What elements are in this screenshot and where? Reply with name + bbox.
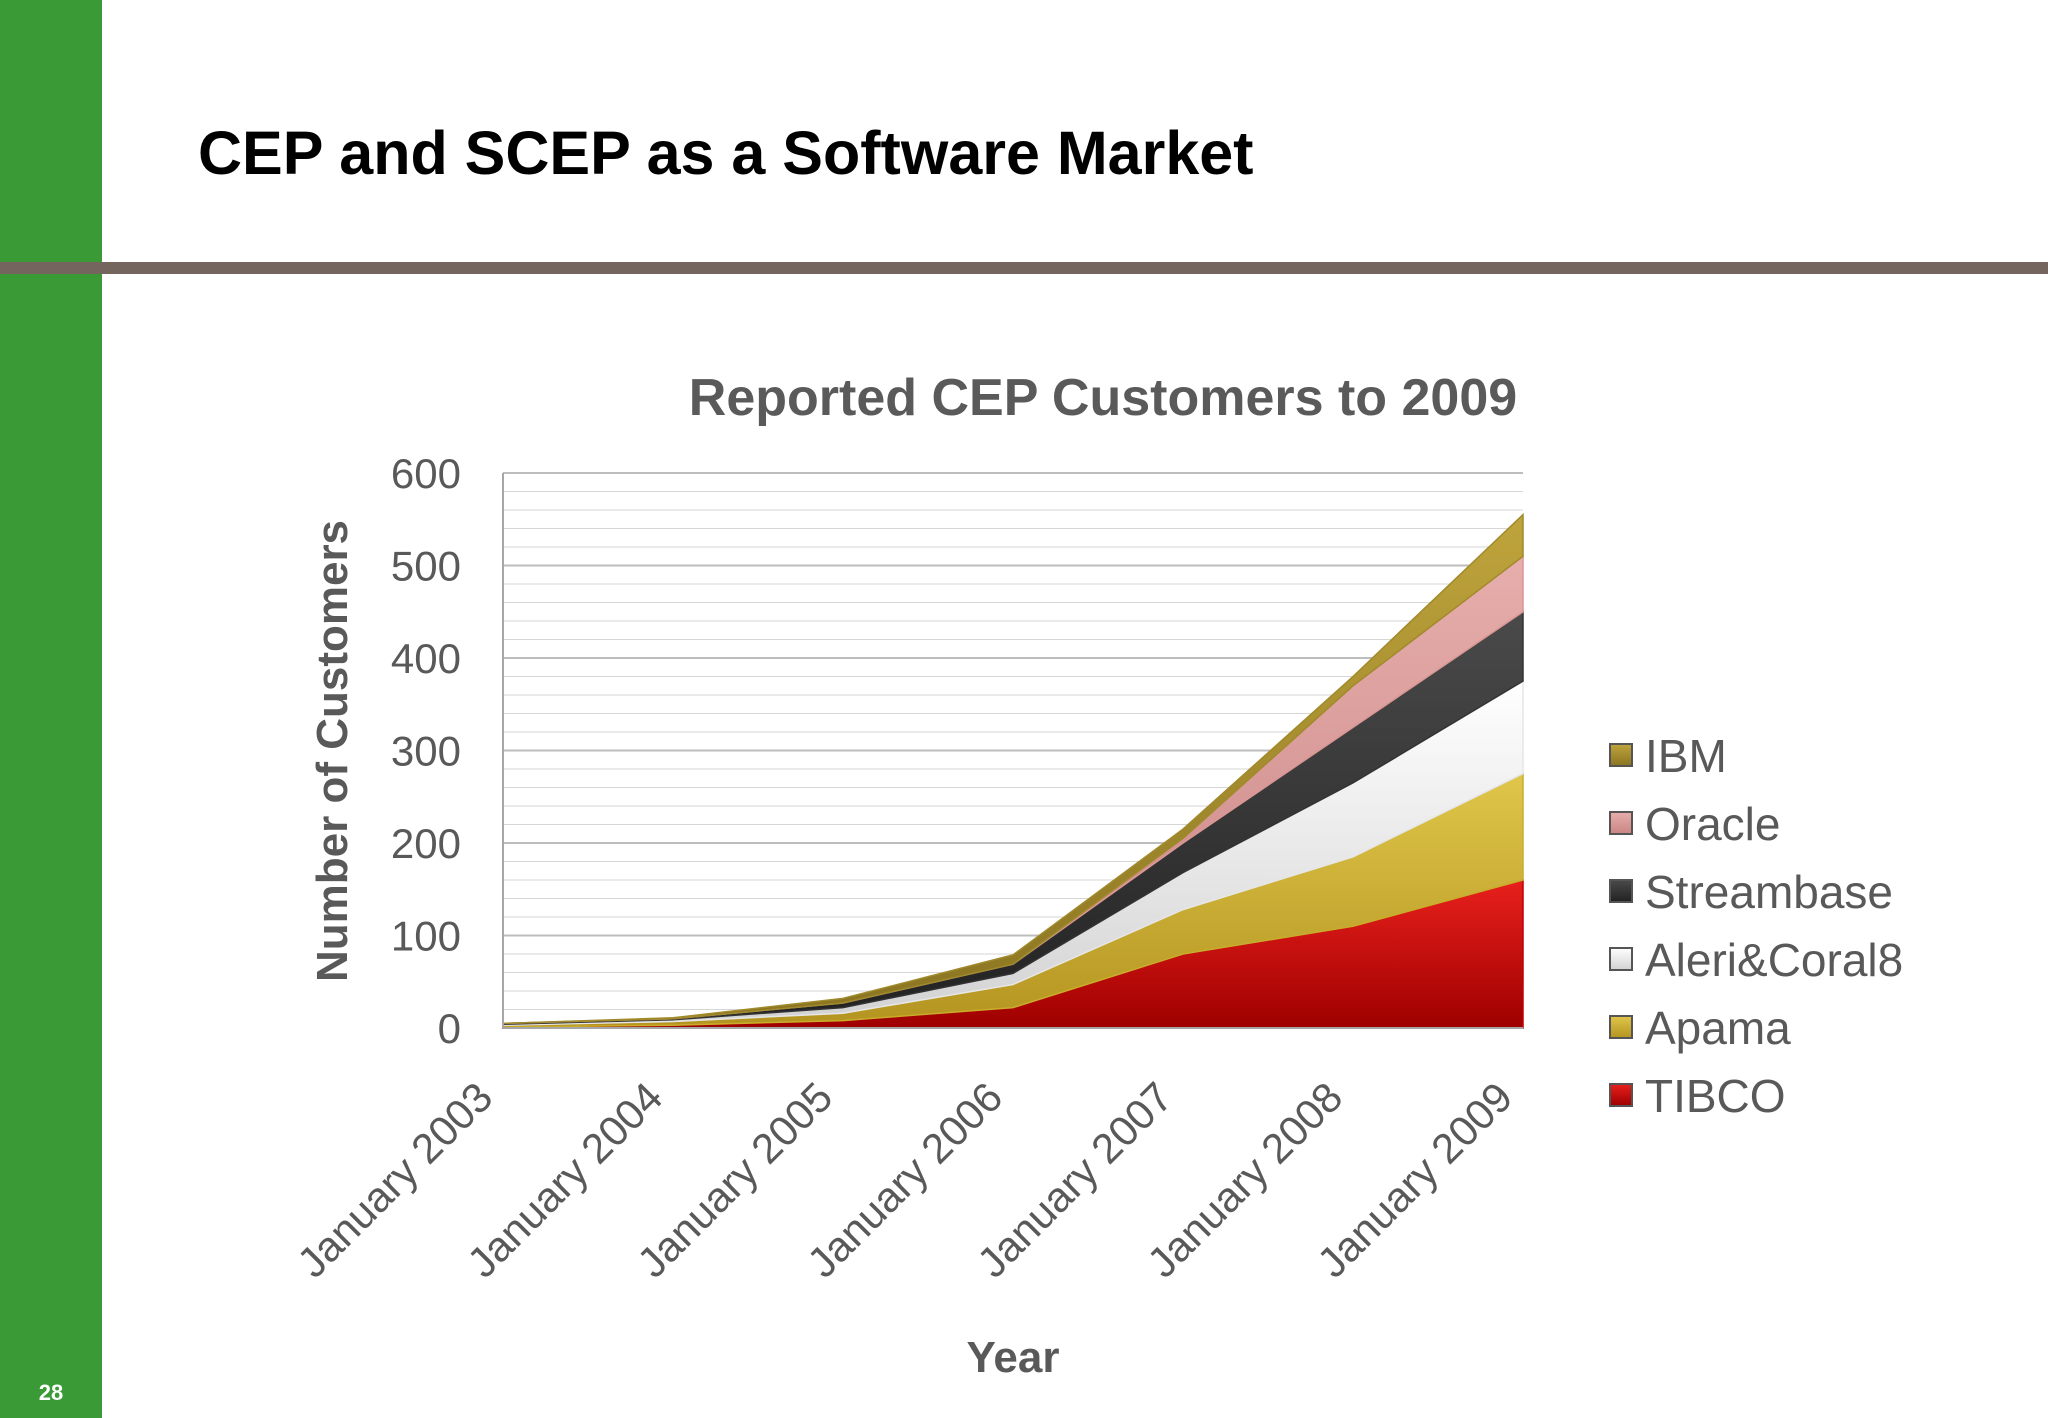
legend-label: IBM (1645, 730, 1727, 782)
legend-label: Aleri&Coral8 (1645, 934, 1903, 986)
chart-title: Reported CEP Customers to 2009 (689, 369, 1517, 427)
slide-title: CEP and SCEP as a Software Market (198, 119, 1254, 187)
legend-swatch (1609, 947, 1633, 971)
legend-label: Streambase (1645, 866, 1893, 918)
y-axis-title: Number of Customers (308, 520, 357, 982)
slide-number: 28 (38, 1380, 64, 1405)
y-tick-label: 0 (438, 1005, 461, 1052)
y-tick-label: 300 (391, 728, 461, 775)
y-tick-label: 400 (391, 635, 461, 682)
legend-swatch (1609, 1083, 1633, 1107)
legend-label: Oracle (1645, 798, 1780, 850)
x-axis-title: Year (967, 1333, 1060, 1382)
legend-label: Apama (1645, 1002, 1791, 1054)
y-tick-label: 600 (391, 450, 461, 497)
sidebar-bar (0, 0, 102, 1418)
y-tick-label: 100 (391, 913, 461, 960)
axes (502, 473, 1523, 1029)
area-series-group (502, 512, 1524, 1029)
legend-label: TIBCO (1645, 1070, 1786, 1122)
legend-swatch (1609, 879, 1633, 903)
y-tick-labels: 0 100 200 300 400 500 600 (391, 450, 461, 1052)
legend: IBM Oracle Streambase Aleri&Coral8 Apama TIBC… (1609, 730, 1903, 1122)
y-tick-label: 200 (391, 820, 461, 867)
y-tick-label: 500 (391, 543, 461, 590)
legend-swatch (1609, 1015, 1633, 1039)
legend-swatch (1609, 743, 1633, 767)
title-divider (0, 262, 2048, 274)
area-series-ibm (502, 512, 1524, 1025)
legend-swatch (1609, 811, 1633, 835)
